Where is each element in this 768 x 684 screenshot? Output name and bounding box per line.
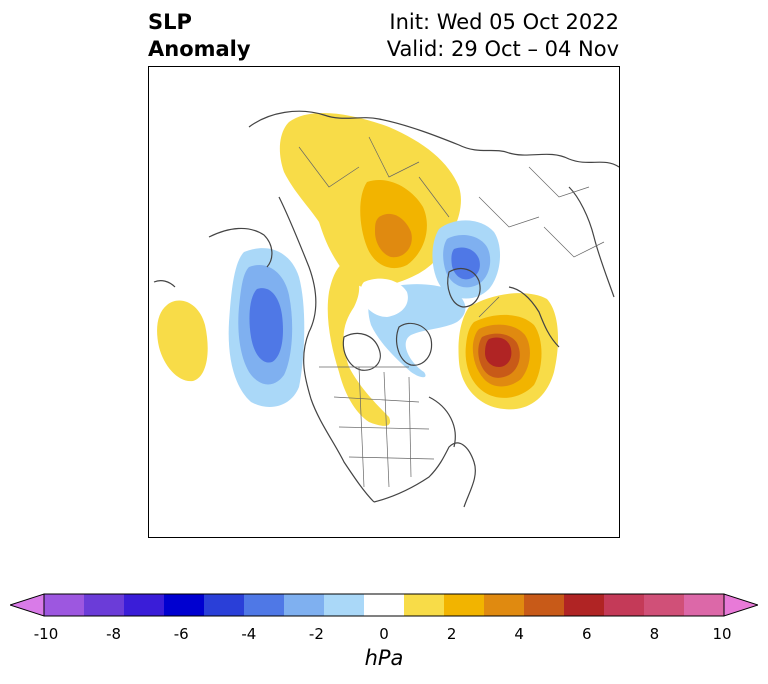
colorbar-segment (164, 594, 205, 616)
positive-anomaly-peak-arctic (375, 213, 412, 258)
positive-anomaly-atlantic-peak (485, 337, 512, 367)
anomaly-map (153, 110, 619, 508)
negative-anomaly-pacific-3 (249, 288, 283, 363)
colorbar-tick-label: 0 (379, 625, 389, 643)
colorbar-segment (244, 594, 285, 616)
colorbar-segment (524, 594, 565, 616)
colorbar-segment (484, 594, 525, 616)
political-borders (298, 136, 605, 488)
colorbar-segment (84, 594, 125, 616)
colorbar-tick-label: -2 (308, 625, 324, 643)
map-title-left: SLP Anomaly (148, 9, 251, 63)
positive-anomaly-pacific (157, 300, 208, 382)
positive-anomaly-arctic-lobe (327, 262, 391, 426)
colorbar-segment (404, 594, 445, 616)
colorbar-tick-label: -4 (241, 625, 257, 643)
title-variable: SLP (148, 10, 192, 34)
init-date: Init: Wed 05 Oct 2022 (389, 10, 619, 34)
colorbar-segment (324, 594, 365, 616)
colorbar-tick-label: 2 (446, 625, 457, 643)
colorbar-tick-label: 4 (514, 625, 524, 643)
map-panel (148, 66, 620, 538)
white-gap-arctic (360, 278, 408, 317)
colorbar-segment (44, 594, 85, 616)
colorbar (10, 593, 758, 617)
colorbar-extend-max (723, 593, 758, 617)
colorbar-segment (684, 594, 725, 616)
colorbar-tick-label: 8 (649, 625, 660, 643)
coastlines (153, 110, 619, 508)
colorbar-tick-label: -8 (106, 625, 122, 643)
colorbar-segment (124, 594, 165, 616)
colorbar-tick-label: 6 (582, 625, 592, 643)
colorbar-segment (204, 594, 245, 616)
colorbar-tick-label: 10 (712, 625, 732, 643)
colorbar-tick-label: -6 (173, 625, 189, 643)
colorbar-tick-label: -10 (33, 625, 59, 643)
colorbar-segment (644, 594, 685, 616)
colorbar-segment (444, 594, 485, 616)
valid-range: Valid: 29 Oct – 04 Nov (386, 37, 619, 61)
colorbar-segment (364, 594, 405, 616)
colorbar-unit-label: hPa (364, 646, 404, 670)
colorbar-segment (604, 594, 645, 616)
colorbar-extend-min (10, 593, 45, 617)
colorbar-segment (284, 594, 325, 616)
negative-anomaly-europe-3 (451, 247, 480, 280)
colorbar-segment (564, 594, 605, 616)
map-title-right: Init: Wed 05 Oct 2022 Valid: 29 Oct – 04… (387, 9, 619, 63)
title-quantity: Anomaly (148, 37, 251, 61)
